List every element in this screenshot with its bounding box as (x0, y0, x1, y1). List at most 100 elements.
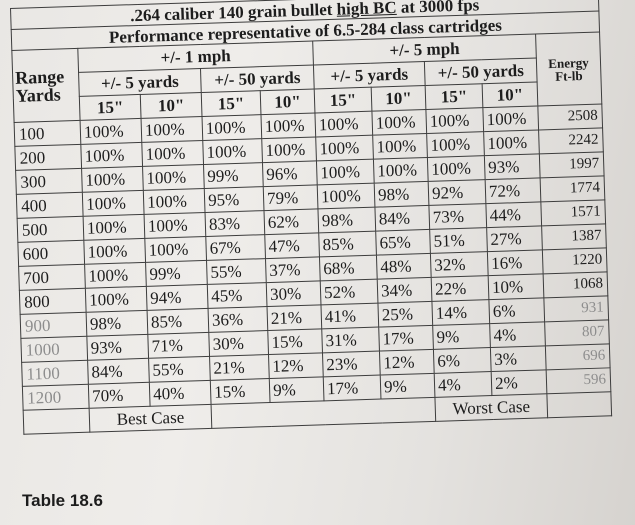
hit-probability-cell: 6% (488, 297, 545, 324)
energy-cell: 931 (543, 295, 609, 322)
best-case-label: Best Case (89, 404, 212, 433)
hit-probability-cell: 100% (80, 118, 142, 145)
hit-probability-cell: 100% (427, 155, 486, 182)
energy-unit: Ft-lb (554, 67, 583, 84)
hit-probability-cell: 100% (144, 212, 206, 239)
hit-probability-cell: 85% (318, 231, 377, 257)
energy-cell: 596 (546, 367, 611, 394)
hit-probability-cell: 21% (209, 354, 270, 381)
hit-probability-cell: 100% (315, 135, 374, 161)
hit-probability-cell: 99% (203, 162, 264, 189)
energy-cell: 1997 (539, 151, 605, 178)
hit-probability-cell: 45% (207, 282, 268, 309)
hit-probability-cell: 72% (485, 177, 541, 204)
hit-probability-cell: 100% (371, 109, 427, 136)
hit-probability-cell: 37% (265, 256, 321, 283)
hit-probability-cell: 100% (314, 111, 373, 137)
empty-cell (546, 391, 612, 418)
range-cell: 600 (17, 240, 85, 267)
hit-probability-cell: 2% (491, 369, 547, 396)
hit-probability-cell: 48% (376, 253, 432, 280)
target-10-header: 10" (260, 88, 315, 115)
range-cell: 700 (18, 264, 86, 291)
hit-probability-cell: 100% (144, 236, 207, 263)
hit-probability-cell: 12% (268, 352, 324, 379)
hit-probability-cell: 17% (323, 375, 381, 401)
hit-probability-cell: 96% (262, 160, 318, 187)
range-cell: 400 (16, 192, 84, 219)
hit-probability-cell: 30% (266, 280, 321, 307)
hit-probability-cell: 17% (378, 325, 434, 352)
hit-probability-cell: 32% (430, 251, 489, 278)
target-10-header: 10" (140, 92, 203, 119)
table-caption: Table 18.6 (22, 491, 103, 510)
energy-header: Energy Ft-lb (535, 31, 602, 106)
hit-probability-cell: 27% (486, 225, 543, 252)
hit-probability-cell: 100% (260, 112, 316, 139)
hit-probability-cell: 100% (483, 129, 540, 156)
range-cell: 1100 (21, 360, 89, 387)
hit-probability-cell: 85% (147, 308, 209, 335)
hit-probability-cell: 36% (208, 306, 268, 333)
hit-probability-cell: 100% (316, 159, 375, 185)
hit-probability-cell: 100% (141, 116, 203, 143)
hit-probability-cell: 25% (377, 301, 433, 328)
range-cell: 800 (19, 288, 87, 315)
worst-case-label: Worst Case (434, 393, 548, 422)
hit-probability-cell: 98% (317, 207, 376, 233)
hit-probability-cell: 100% (372, 133, 428, 160)
hit-probability-cell: 52% (320, 279, 378, 305)
hit-probability-cell: 100% (81, 166, 144, 193)
hit-probability-cell: 41% (320, 303, 379, 329)
hit-probability-cell: 100% (425, 107, 484, 134)
hit-probability-cell: 14% (431, 299, 490, 326)
ballistics-table: .264 caliber 140 grain bullet high BC at… (10, 0, 612, 435)
hit-probability-cell: 71% (147, 332, 210, 359)
hit-probability-cell: 100% (80, 142, 143, 169)
range-cell: 1200 (22, 384, 90, 411)
hit-probability-cell: 23% (322, 351, 381, 377)
hit-probability-cell: 70% (88, 382, 151, 409)
hit-probability-cell: 100% (83, 238, 146, 265)
hit-probability-cell: 95% (204, 186, 264, 213)
target-15-header: 15" (79, 94, 142, 121)
range-cell: 300 (15, 168, 83, 195)
hit-probability-cell: 9% (432, 323, 491, 350)
energy-cell: 696 (545, 343, 611, 370)
hit-probability-cell: 94% (146, 284, 209, 311)
hit-probability-cell: 100% (83, 214, 145, 241)
hit-probability-cell: 93% (484, 153, 541, 180)
hit-probability-cell: 30% (208, 330, 269, 357)
energy-cell: 1387 (541, 223, 607, 250)
hit-probability-cell: 55% (148, 356, 211, 383)
hit-probability-cell: 65% (375, 229, 431, 256)
hit-probability-cell: 100% (141, 140, 204, 167)
energy-cell: 1774 (540, 175, 605, 202)
hit-probability-cell: 40% (149, 380, 212, 407)
hit-probability-cell: 100% (84, 262, 147, 289)
hit-probability-cell: 100% (142, 164, 205, 191)
hit-probability-cell: 4% (434, 371, 492, 398)
hit-probability-cell: 68% (319, 255, 378, 281)
hit-probability-cell: 9% (380, 373, 435, 400)
energy-cell: 1220 (542, 247, 608, 274)
empty-cell (23, 408, 90, 435)
hit-probability-cell: 16% (487, 249, 544, 276)
hit-probability-cell: 4% (489, 321, 546, 348)
target-15-header: 15" (314, 87, 372, 113)
hit-probability-cell: 73% (428, 203, 487, 230)
hit-probability-cell: 31% (321, 327, 380, 353)
hit-probability-cell: 15% (267, 328, 323, 355)
hit-probability-cell: 10% (488, 273, 544, 300)
hit-probability-cell: 62% (263, 208, 319, 235)
hit-probability-cell: 21% (267, 304, 322, 331)
hit-probability-cell: 12% (379, 349, 435, 376)
target-15-header: 15" (201, 90, 261, 117)
hit-probability-cell: 100% (482, 105, 539, 132)
hit-probability-cell: 84% (87, 358, 150, 385)
target-10-header: 10" (482, 81, 538, 108)
hit-probability-cell: 100% (202, 114, 262, 141)
hit-probability-cell: 34% (377, 277, 432, 304)
energy-cell: 2508 (537, 103, 603, 130)
